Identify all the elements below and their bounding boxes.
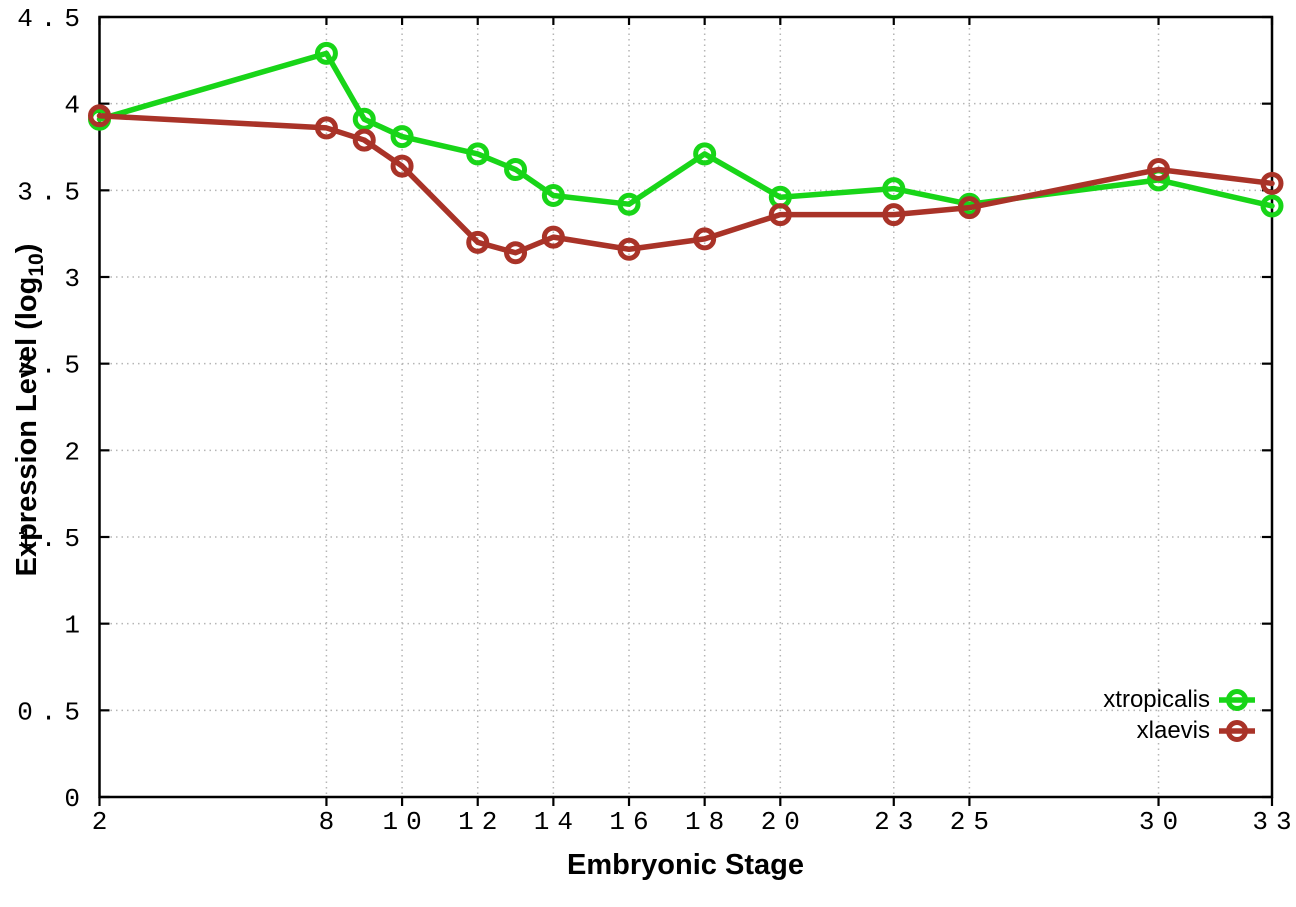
data-point-marker-xtropicalis: [693, 142, 717, 166]
legend-item-xlaevis: xlaevis: [1103, 717, 1256, 745]
data-point-marker-xtropicalis: [466, 142, 490, 166]
data-point-marker-xlaevis: [1260, 171, 1284, 195]
x-tick-label: 14: [534, 807, 581, 837]
data-point-marker-xtropicalis: [390, 125, 414, 149]
data-point-marker-xlaevis: [617, 237, 641, 261]
data-point-marker-xtropicalis: [1260, 194, 1284, 218]
x-tick-label: 8: [319, 807, 343, 837]
y-tick-label: 3: [64, 264, 88, 294]
y-axis-title-text: Expression Level (log: [11, 276, 43, 577]
x-tick-label: 23: [874, 807, 921, 837]
y-tick-label: 0.5: [17, 697, 88, 727]
data-point-marker-xlaevis: [466, 230, 490, 254]
x-tick-label: 18: [685, 807, 732, 837]
data-point-marker-xtropicalis: [504, 158, 528, 182]
x-axis-title: Embryonic Stage: [567, 849, 804, 881]
legend-label-xlaevis: xlaevis: [1136, 717, 1210, 744]
x-tick-label: 16: [609, 807, 656, 837]
y-tick-label: 0: [64, 784, 88, 814]
data-point-marker-xtropicalis: [314, 41, 338, 65]
data-point-marker-xlaevis: [957, 196, 981, 220]
data-point-marker-xlaevis: [88, 104, 111, 128]
data-point-marker-xtropicalis: [617, 192, 641, 216]
data-point-marker-xlaevis: [882, 203, 906, 227]
y-tick-label: 2: [64, 437, 88, 467]
x-tick-label: 33: [1252, 807, 1296, 837]
data-point-marker-xlaevis: [768, 203, 792, 227]
data-point-marker-xlaevis: [504, 241, 528, 265]
y-tick-label: 1: [64, 611, 88, 641]
plot-border: [98, 15, 1274, 799]
legend-marker-xlaevis: [1219, 720, 1255, 742]
legend-marker-xtropicalis: [1219, 689, 1255, 711]
legend-item-xtropicalis: xtropicalis: [1103, 686, 1256, 714]
y-tick-label: 4: [64, 91, 88, 121]
x-tick-label: 25: [950, 807, 997, 837]
x-tick-label: 20: [761, 807, 808, 837]
x-tick-label: 10: [382, 807, 429, 837]
data-point-marker-xlaevis: [693, 227, 717, 251]
y-tick-label: 1.5: [17, 524, 88, 554]
legend: xtropicalis xlaevis: [1103, 686, 1256, 745]
data-point-marker-xtropicalis: [882, 177, 906, 201]
data-point-marker-xlaevis: [314, 116, 338, 140]
legend-point-sample-icon: [1226, 689, 1248, 711]
y-axis-title: Expression Level (log10): [11, 10, 49, 810]
data-point-marker-xlaevis: [352, 128, 376, 152]
legend-label-xtropicalis: xtropicalis: [1103, 686, 1210, 713]
data-point-marker-xlaevis: [541, 225, 565, 249]
x-tick-label: 2: [92, 807, 116, 837]
data-point-marker-xtropicalis: [352, 107, 376, 131]
y-tick-label: 3.5: [17, 177, 88, 207]
data-point-marker-xlaevis: [1147, 158, 1171, 182]
y-tick-label: 2.5: [17, 351, 88, 381]
data-point-marker-xtropicalis: [541, 184, 565, 208]
series-line-xlaevis: [96, 113, 1275, 256]
x-tick-label: 12: [458, 807, 505, 837]
y-tick-label: 4.5: [17, 4, 88, 34]
legend-point-sample-icon: [1226, 720, 1248, 742]
y-axis-title-suffix: ): [11, 243, 43, 254]
data-point-marker-xlaevis: [390, 154, 414, 178]
x-tick-label: 30: [1139, 807, 1186, 837]
y-axis-title-subscript: 10: [25, 253, 48, 277]
